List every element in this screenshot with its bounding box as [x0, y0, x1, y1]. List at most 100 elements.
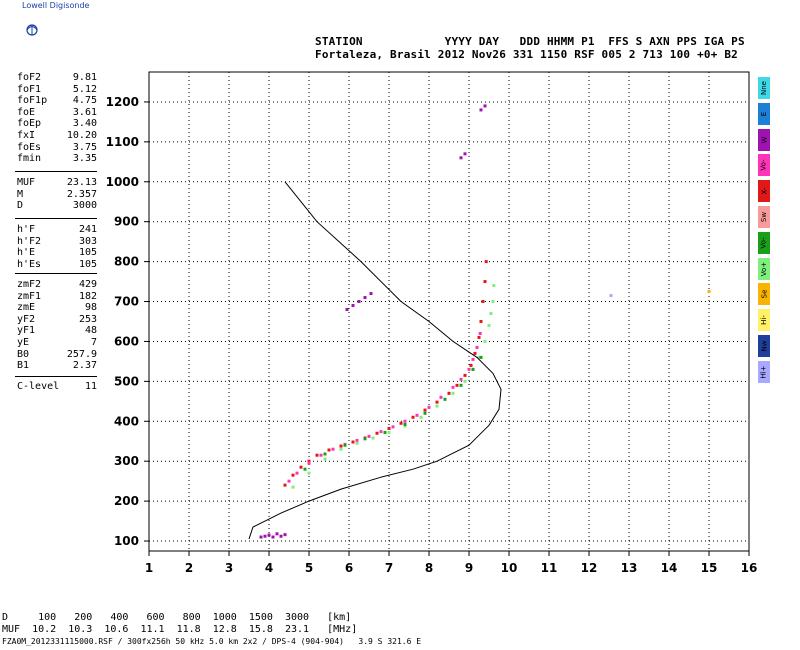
- legend-item: Se: [758, 283, 770, 306]
- param-label: h'F: [17, 224, 36, 235]
- echo-point: [363, 437, 367, 441]
- echo-point: [483, 339, 487, 343]
- echo-point: [473, 351, 477, 355]
- param-value: 3000: [72, 200, 97, 212]
- param-m: M 2.357: [17, 189, 97, 201]
- legend-label: Vo+: [760, 261, 768, 276]
- param-value: 98: [84, 302, 97, 314]
- separator: [15, 273, 97, 274]
- param-value: 105: [78, 247, 97, 259]
- param-label: foF2: [17, 72, 42, 83]
- echo-point: [323, 457, 327, 461]
- echo-point: [475, 345, 479, 349]
- legend-item: Vo-: [758, 154, 770, 177]
- x-tick-label: 6: [345, 561, 353, 575]
- echo-point: [303, 467, 307, 471]
- param-label: foF1: [17, 83, 42, 95]
- param-label: foEp: [17, 118, 42, 130]
- echo-point: [399, 421, 403, 425]
- echo-point: [339, 444, 343, 448]
- param-foep: foEp 3.40: [17, 118, 97, 130]
- param-value: 3.40: [72, 118, 97, 130]
- param-hf2: h'F2 303: [17, 236, 97, 248]
- param-label: fxI: [17, 130, 36, 141]
- echo-point: [403, 419, 407, 423]
- param-value: 3.75: [72, 141, 97, 153]
- param-value: 5.12: [72, 83, 97, 95]
- header-line-1: STATION YYYY DAY DDD HHMM P1 FFS S AXN P…: [315, 35, 745, 48]
- echo-point: [307, 459, 311, 463]
- ionogram-chart: 1 2 3 4 5 6 7 8 9 10 11 12 13 14 15 16 1002003004005006…: [106, 71, 757, 575]
- param-value: 10.20: [66, 130, 97, 141]
- echo-point: [369, 292, 373, 296]
- x-axis: 1 2 3 4 5 6 7 8 9 10 11 12 13 14 15 16: [145, 551, 757, 575]
- param-zme: zmE 98: [17, 302, 97, 314]
- echo-point: [279, 534, 283, 538]
- param-label: M: [17, 188, 24, 200]
- electron-density-profile: [248, 181, 502, 540]
- echo-point: [287, 479, 291, 483]
- echo-point: [469, 363, 473, 367]
- param-fmin: fmin 3.35: [17, 153, 97, 165]
- echo-point: [383, 430, 387, 434]
- param-value: 48: [84, 325, 97, 337]
- param-zmf1: zmF1 182: [17, 291, 97, 303]
- echo-point: [415, 413, 419, 417]
- y-tick-label: 100: [114, 534, 139, 548]
- echo-point: [403, 424, 407, 428]
- param-foes: foEs 3.75: [17, 142, 97, 154]
- param-label: zmF2: [17, 279, 42, 290]
- param-yf1: yF1 48: [17, 325, 97, 337]
- y-tick-label: 400: [114, 414, 139, 428]
- legend-item: Vo-: [758, 231, 770, 254]
- x-tick-label: 4: [265, 561, 273, 575]
- legend-item: Hi+: [758, 360, 770, 383]
- param-value: 105: [78, 258, 97, 270]
- x-tick-label: 12: [581, 561, 598, 575]
- param-value: 23.13: [66, 177, 97, 188]
- echo-point: [371, 436, 375, 440]
- muf-row: MUF 10.2 10.3 10.6 11.1 11.8 12.8 15.8 2…: [2, 624, 358, 635]
- echo-point: [463, 379, 467, 383]
- echo-point: [343, 443, 347, 447]
- param-label: zmE: [17, 302, 36, 314]
- legend-label: Hi-: [759, 315, 768, 326]
- y-tick-label: 800: [114, 255, 139, 269]
- param-label: h'E: [17, 247, 36, 259]
- echo-point: [283, 483, 287, 487]
- echo-point: [471, 357, 475, 361]
- echo-point: [351, 440, 355, 444]
- echo-point: [263, 534, 267, 538]
- echo-point: [479, 108, 483, 112]
- param-label: B1: [17, 360, 30, 372]
- x-tick-label: 3: [225, 561, 233, 575]
- echo-point: [315, 453, 319, 457]
- x-tick-label: 14: [661, 561, 678, 575]
- legend-item: Nw: [758, 335, 770, 357]
- echo-point: [307, 471, 311, 475]
- y-tick-label: 200: [114, 494, 139, 508]
- logo-text: Lowell Digisonde: [22, 1, 90, 10]
- param-value: 3.61: [72, 106, 97, 118]
- param-label: yF2: [17, 313, 36, 325]
- echo-point: [295, 471, 299, 475]
- param-value: 3.35: [72, 153, 97, 165]
- param-b0: B0 257.9: [17, 349, 97, 361]
- echo-point: [463, 373, 467, 377]
- param-hes: h'Es 105: [17, 259, 97, 271]
- legend-item: Vo+: [758, 257, 770, 280]
- legend-label: Vo-: [760, 159, 768, 171]
- echo-point: [483, 280, 487, 284]
- y-tick-label: 600: [114, 334, 139, 348]
- param-muf: MUF 23.13: [17, 177, 97, 189]
- x-tick-label: 11: [541, 561, 558, 575]
- legend-item: Nne: [758, 77, 770, 99]
- param-value: 182: [78, 290, 97, 302]
- y-tick-label: 1100: [106, 135, 139, 149]
- echo-point: [478, 331, 482, 335]
- param-hf: h'F 241: [17, 224, 97, 236]
- x-tick-label: 8: [425, 561, 433, 575]
- param-label: yE: [17, 337, 30, 348]
- header-line-2: Fortaleza, Brasil 2012 Nov26 331 1150 RS…: [315, 48, 738, 61]
- legend-label: W: [759, 136, 768, 144]
